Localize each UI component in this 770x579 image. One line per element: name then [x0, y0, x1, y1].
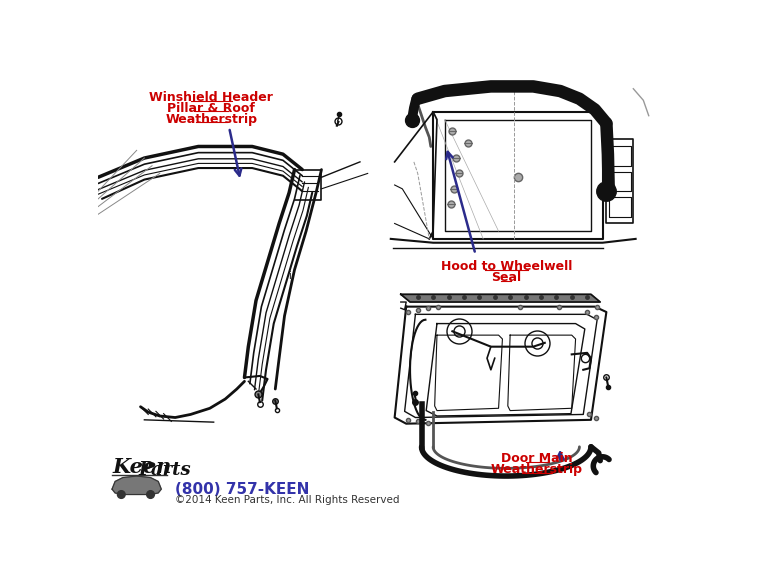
Text: Weatherstrip: Weatherstrip: [491, 463, 583, 476]
Polygon shape: [112, 476, 162, 494]
Text: ©2014 Keen Parts, Inc. All Rights Reserved: ©2014 Keen Parts, Inc. All Rights Reserv…: [176, 495, 400, 505]
Circle shape: [118, 490, 125, 499]
Text: Winshield Header: Winshield Header: [149, 91, 273, 104]
Circle shape: [146, 490, 154, 499]
Text: Parts: Parts: [139, 461, 191, 479]
Text: Keen: Keen: [112, 457, 171, 477]
Text: Pillar & Roof: Pillar & Roof: [167, 102, 256, 115]
Text: Weatherstrip: Weatherstrip: [166, 112, 257, 126]
Text: Seal: Seal: [491, 271, 521, 284]
Text: Door Main: Door Main: [501, 452, 573, 465]
Text: i: i: [288, 271, 290, 281]
Text: (800) 757-KEEN: (800) 757-KEEN: [176, 482, 310, 497]
Text: Hood to Wheelwell: Hood to Wheelwell: [440, 261, 572, 273]
Polygon shape: [401, 294, 601, 302]
